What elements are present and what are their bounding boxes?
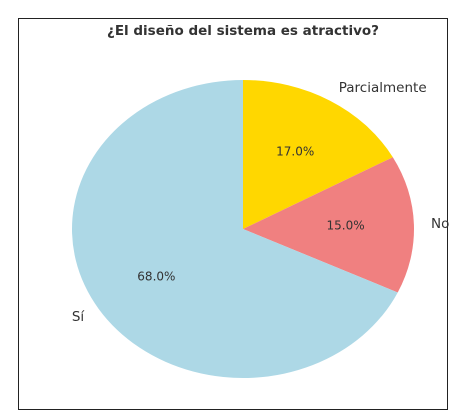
value-label: 68.0%	[137, 269, 175, 283]
chart-title: ¿El diseño del sistema es atractivo?	[107, 23, 379, 39]
slice-label: No	[431, 216, 449, 232]
value-label: 15.0%	[326, 219, 364, 233]
slice-label: Sí	[72, 309, 86, 325]
value-label: 17.0%	[276, 145, 314, 159]
slice-label: Parcialmente	[339, 80, 427, 96]
pie-slice	[243, 157, 415, 293]
pie-slice	[72, 80, 398, 378]
pie-slice	[243, 80, 393, 229]
